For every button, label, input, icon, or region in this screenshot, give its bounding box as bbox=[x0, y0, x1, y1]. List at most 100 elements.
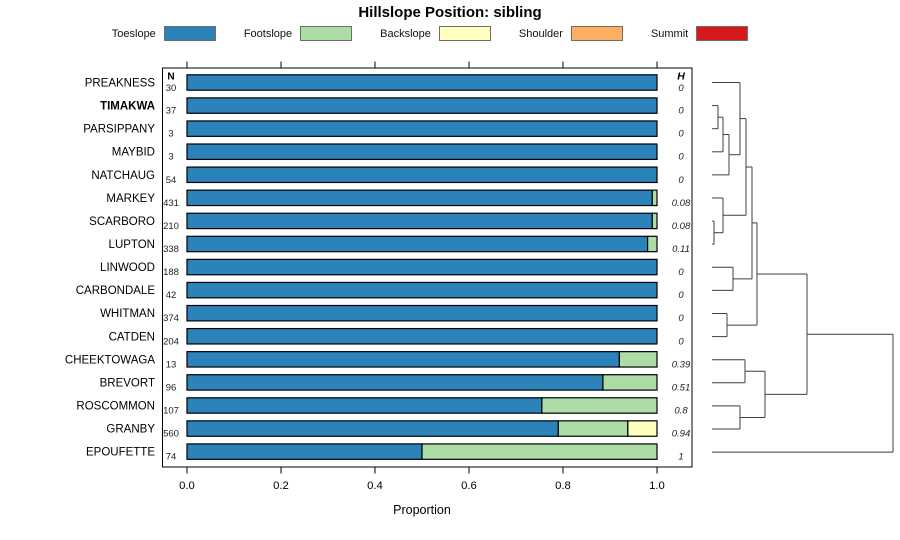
bar-segment-toeslope bbox=[186, 304, 658, 322]
n-value: 107 bbox=[163, 405, 179, 416]
n-value: 204 bbox=[163, 336, 179, 347]
h-value: 0 bbox=[678, 106, 684, 117]
footslope-color-swatch bbox=[300, 26, 353, 41]
h-value: 0 bbox=[678, 83, 684, 94]
legend-item-toeslope: Toeslope bbox=[112, 26, 216, 41]
bar-segment-toeslope bbox=[186, 212, 653, 230]
bar-segment-toeslope bbox=[186, 235, 649, 253]
row-label: TIMAKWA bbox=[100, 101, 155, 113]
h-value: 0.51 bbox=[672, 382, 691, 393]
h-value: 0.8 bbox=[674, 405, 688, 416]
h-value: 0 bbox=[678, 129, 684, 140]
x-axis-tick-label: 1.0 bbox=[649, 480, 665, 492]
bar-segment-footslope bbox=[651, 189, 658, 207]
x-axis-tick-label: 0.6 bbox=[461, 480, 477, 492]
h-value: 0 bbox=[678, 175, 684, 186]
bar-segment-toeslope bbox=[186, 74, 658, 91]
x-axis-tick-label: 0.4 bbox=[367, 480, 383, 492]
bar-segment-toeslope bbox=[186, 258, 658, 276]
row-label: NATCHAUG bbox=[91, 170, 155, 182]
legend-item-summit: Summit bbox=[650, 26, 749, 41]
legend-item-backslope: Backslope bbox=[380, 26, 491, 41]
n-value: 374 bbox=[163, 313, 179, 324]
legend-item-shoulder: Shoulder bbox=[519, 26, 623, 41]
bar-segment-toeslope bbox=[186, 143, 658, 161]
h-value: 0 bbox=[678, 267, 684, 278]
n-value: 13 bbox=[166, 359, 177, 370]
row-label: WHITMAN bbox=[100, 308, 155, 320]
row-label: LINWOOD bbox=[100, 262, 155, 274]
bar-segment-toeslope bbox=[186, 189, 653, 207]
bar-segment-toeslope bbox=[186, 327, 658, 345]
legend-label: Summit bbox=[650, 27, 689, 40]
row-label: CATDEN bbox=[109, 331, 155, 343]
bar-segment-toeslope bbox=[186, 420, 559, 437]
x-axis-tick-label: 0.0 bbox=[179, 480, 195, 492]
row-label: CARBONDALE bbox=[76, 285, 156, 297]
bar-segment-backslope bbox=[627, 420, 658, 437]
h-value: 0 bbox=[678, 290, 684, 301]
row-label: EPOUFETTE bbox=[86, 447, 155, 459]
x-axis-label: Proportion bbox=[393, 503, 451, 517]
h-value: 0.11 bbox=[672, 244, 690, 255]
row-label: BREVORT bbox=[100, 377, 155, 389]
bar-segment-footslope bbox=[421, 443, 658, 460]
shoulder-color-swatch bbox=[570, 26, 623, 41]
row-label: CHEEKTOWAGA bbox=[65, 354, 155, 366]
row-label: SCARBORO bbox=[89, 216, 155, 228]
bar-segment-toeslope bbox=[186, 166, 658, 184]
row-label: MAYBID bbox=[112, 147, 155, 159]
h-column-header: H bbox=[677, 71, 685, 83]
h-value: 0 bbox=[678, 313, 684, 324]
n-value: 74 bbox=[166, 452, 177, 463]
n-value: 3 bbox=[168, 129, 173, 140]
legend-item-footslope: Footslope bbox=[243, 26, 353, 41]
legend-label: Backslope bbox=[380, 27, 431, 40]
n-value: 560 bbox=[163, 429, 179, 440]
bar-segment-toeslope bbox=[186, 443, 423, 460]
bar-segment-toeslope bbox=[186, 351, 620, 368]
toeslope-color-swatch bbox=[163, 26, 216, 41]
h-value: 1 bbox=[678, 452, 683, 463]
h-value: 0 bbox=[678, 152, 684, 163]
x-axis-tick-label: 0.2 bbox=[273, 480, 289, 492]
bar-segment-toeslope bbox=[186, 374, 604, 391]
legend-label: Toeslope bbox=[111, 27, 156, 40]
bar-segment-toeslope bbox=[186, 281, 658, 299]
h-value: 0 bbox=[678, 336, 684, 347]
bar-segment-footslope bbox=[602, 374, 658, 391]
h-value: 0.94 bbox=[672, 429, 691, 440]
n-value: 30 bbox=[166, 83, 177, 94]
row-label: PARSIPPANY bbox=[83, 124, 155, 136]
bar-segment-footslope bbox=[618, 351, 658, 368]
bar-segment-footslope bbox=[541, 397, 658, 414]
bar-segment-footslope bbox=[646, 235, 658, 253]
summit-color-swatch bbox=[696, 26, 749, 41]
legend-label: Footslope bbox=[243, 27, 293, 40]
n-value: 338 bbox=[163, 244, 179, 255]
n-value: 54 bbox=[166, 175, 177, 186]
bar-segment-toeslope bbox=[186, 97, 658, 114]
n-value: 37 bbox=[166, 106, 177, 117]
h-value: 0.39 bbox=[672, 359, 691, 370]
n-value: 210 bbox=[163, 221, 179, 232]
n-value: 3 bbox=[168, 152, 173, 163]
row-label: MARKEY bbox=[106, 193, 155, 205]
x-axis-tick-label: 0.8 bbox=[555, 480, 571, 492]
n-value: 188 bbox=[163, 267, 179, 278]
row-label: GRANBY bbox=[106, 424, 155, 436]
bar-segment-toeslope bbox=[186, 120, 658, 137]
legend-label: Shoulder bbox=[518, 27, 563, 40]
bar-segment-footslope bbox=[651, 212, 658, 230]
bar-segment-toeslope bbox=[186, 397, 543, 414]
row-label: LUPTON bbox=[109, 239, 155, 251]
row-label: ROSCOMMON bbox=[76, 400, 155, 412]
h-value: 0.08 bbox=[672, 198, 691, 209]
legend: Toeslope Footslope Backslope Shoulder Su… bbox=[0, 26, 860, 41]
n-column-header: N bbox=[167, 72, 174, 83]
n-value: 431 bbox=[163, 198, 179, 209]
row-label: PREAKNESS bbox=[85, 78, 156, 90]
chart-title: Hillslope Position: sibling bbox=[358, 4, 542, 21]
